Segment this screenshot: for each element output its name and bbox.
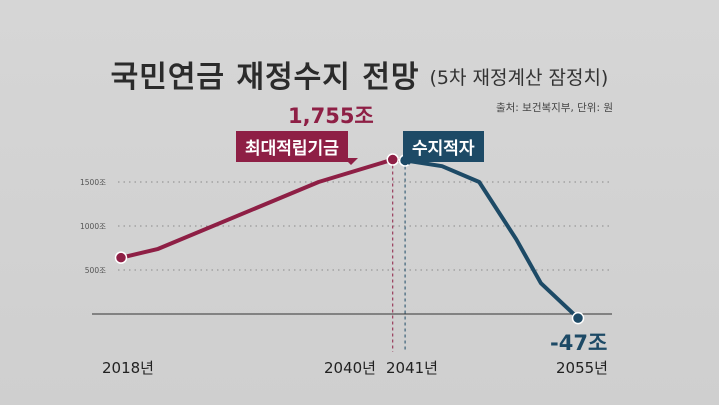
deficit-tag: 수지적자 — [403, 131, 484, 162]
end-value-label: -47조 — [550, 331, 608, 355]
year-label-2040: 2040년 — [324, 359, 376, 377]
marker-2018 — [114, 251, 128, 264]
peak-tag-pointer — [344, 158, 358, 165]
chart-title: 국민연금 재정수지 전망 — [110, 60, 420, 95]
y-tick-label-500: 500조 — [85, 266, 106, 275]
deficit-tag-pointer — [402, 158, 416, 165]
source-note: 출처: 보건복지부, 단위: 원 — [495, 102, 613, 114]
year-label-2041: 2041년 — [386, 359, 438, 377]
peak-tag: 최대적립기금 — [236, 131, 348, 162]
chart-subtitle: (5차 재정계산 잠정치) — [429, 67, 609, 89]
year-label-2055: 2055년 — [556, 359, 608, 377]
marker-2040 — [386, 153, 399, 166]
series-line-0 — [119, 157, 408, 260]
y-tick-label-1500: 1500조 — [80, 178, 106, 187]
y-tick-label-1000: 1000조 — [80, 222, 106, 231]
series-line-1 — [403, 158, 580, 321]
peak-value-label: 1,755조 — [288, 104, 374, 128]
year-label-2018: 2018년 — [102, 359, 154, 377]
marker-2055 — [571, 311, 585, 325]
title-row: 국민연금 재정수지 전망 (5차 재정계산 잠정치) — [0, 52, 719, 96]
